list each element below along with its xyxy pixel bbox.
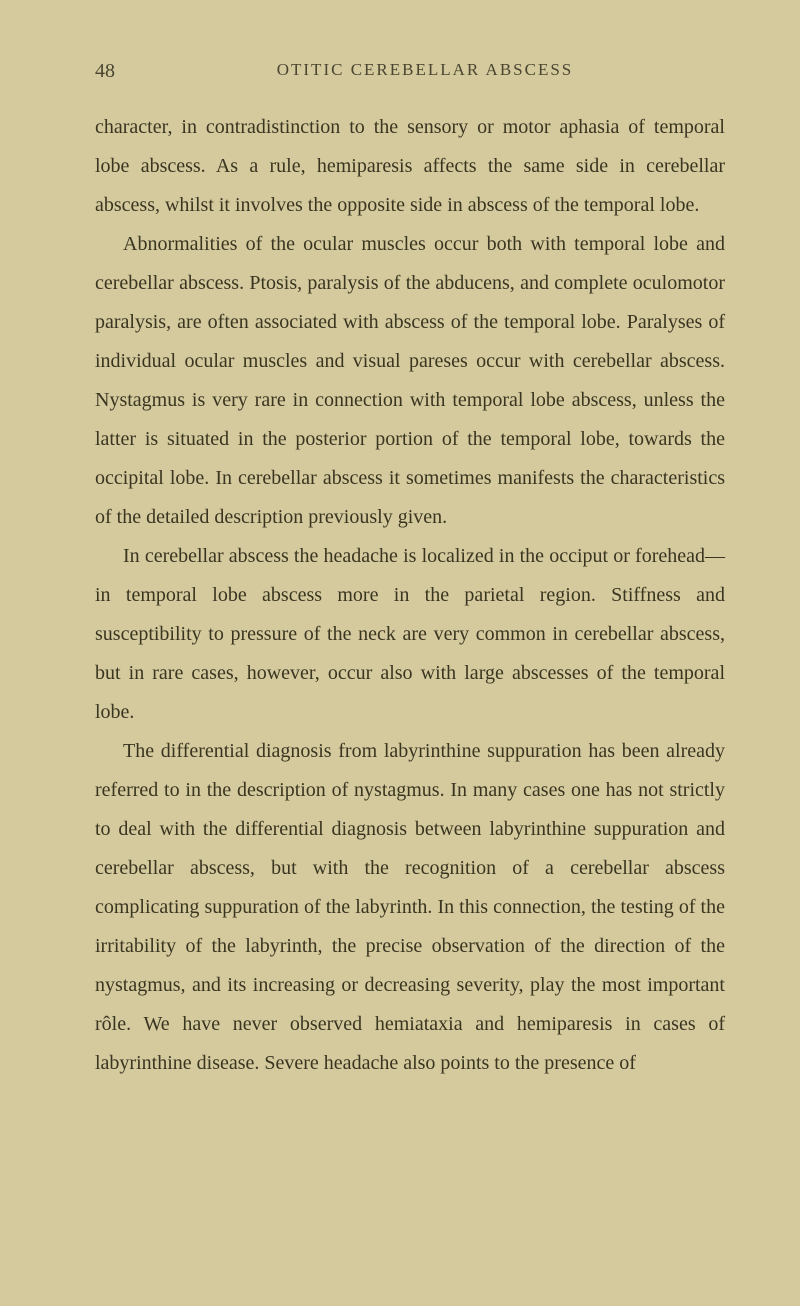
paragraph: Abnormalities of the ocular muscles occu…: [95, 225, 725, 537]
body-text-container: character, in contradistinction to the s…: [95, 108, 725, 1083]
running-header: OTITIC CEREBELLAR ABSCESS: [95, 60, 725, 80]
paragraph: character, in contradistinction to the s…: [95, 108, 725, 225]
page-number: 48: [95, 60, 115, 83]
paragraph: The differential diagnosis from labyrint…: [95, 732, 725, 1083]
paragraph: In cerebellar abscess the headache is lo…: [95, 537, 725, 732]
